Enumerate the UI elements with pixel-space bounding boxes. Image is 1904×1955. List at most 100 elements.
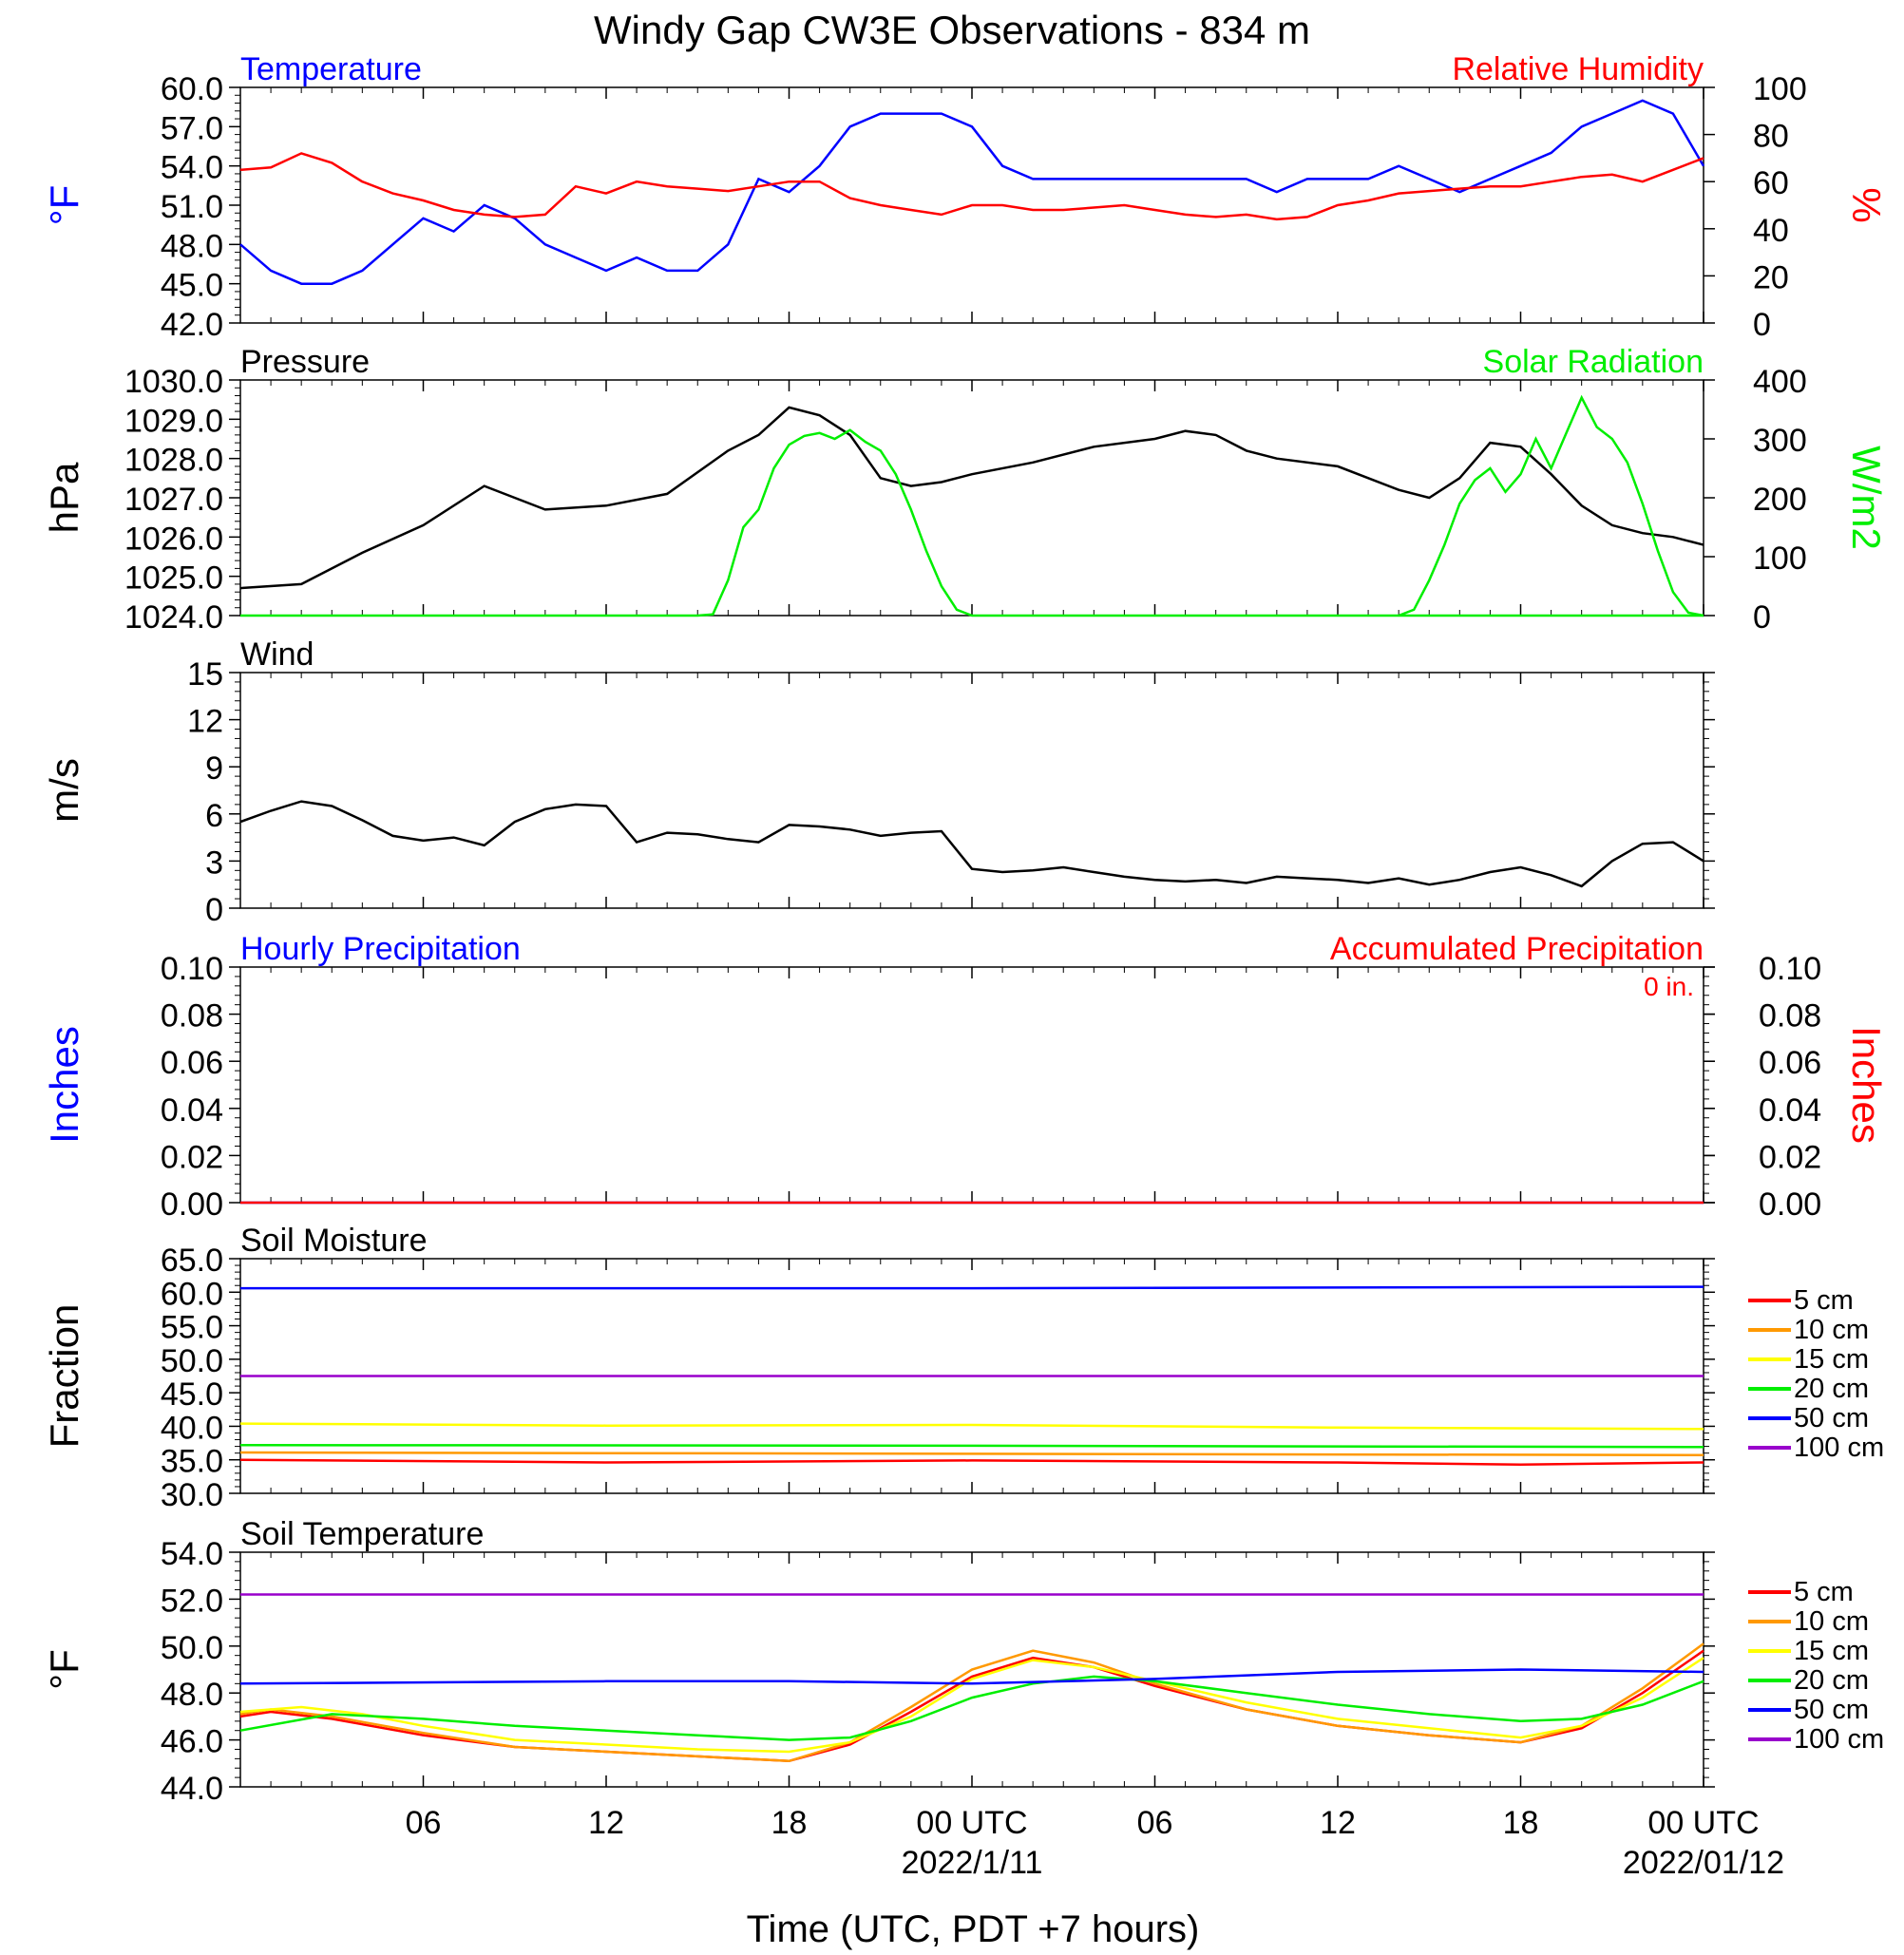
y-right-tick-label: 20 xyxy=(1753,259,1789,295)
y-tick-label: 60.0 xyxy=(161,71,223,107)
y-right-tick-label: 0.00 xyxy=(1759,1186,1821,1223)
y-tick-label: 35.0 xyxy=(161,1444,223,1480)
y-tick-label: 15 xyxy=(187,656,223,693)
wind-ylabel: m/s xyxy=(42,758,86,823)
temperature-title-left: Temperature xyxy=(240,51,422,87)
soil_moisture-series-0 xyxy=(239,1458,1704,1466)
precipitation-title-right: Accumulated Precipitation xyxy=(1330,931,1704,967)
y-right-tick-label: 80 xyxy=(1753,119,1789,155)
y-right-tick-label: 0.04 xyxy=(1759,1092,1821,1129)
soil_temperature-ylabel: °F xyxy=(42,1649,86,1689)
soil_temperature-series-1 xyxy=(239,1642,1704,1763)
temperature-ylabel-right: % xyxy=(1844,187,1889,222)
legend-label: 20 cm xyxy=(1794,1665,1869,1696)
legend-label: 20 cm xyxy=(1794,1374,1869,1404)
panels: 42.045.048.051.054.057.060.0020406080100… xyxy=(42,51,1889,1881)
y-tick-label: 0.06 xyxy=(161,1045,223,1081)
y-tick-label: 60.0 xyxy=(161,1276,223,1312)
temperature-panel: 42.045.0 48.051.054.0 57.060.0 0 20 40 60 80 100… xyxy=(42,51,1889,343)
precipitation-title-left: Hourly Precipitation xyxy=(240,931,521,967)
temperature-series-1 xyxy=(239,152,1704,221)
x-tick-date-label: 2022/1/11 xyxy=(902,1845,1043,1881)
y-tick-label: 42.0 xyxy=(161,307,223,343)
pressure-series-0 xyxy=(239,406,1704,590)
y-right-tick-label: 0.08 xyxy=(1759,998,1821,1034)
x-axis-label: Time (UTC, PDT +7 hours) xyxy=(747,1908,1200,1950)
temperature-title-right: Relative Humidity xyxy=(1452,51,1704,87)
x-tick-label: 00 UTC xyxy=(1647,1805,1759,1841)
y-tick-label: 1028.0 xyxy=(124,443,223,479)
y-tick-label: 50.0 xyxy=(161,1343,223,1379)
legend-label: 15 cm xyxy=(1794,1636,1869,1666)
wind-panel: 0 3 6 9 12 15 Wind m/s xyxy=(42,636,1715,928)
y-tick-label: 54.0 xyxy=(161,150,223,186)
legend-label: 10 cm xyxy=(1794,1315,1869,1345)
y-right-tick-label: 0.10 xyxy=(1759,951,1821,987)
soil_temperature-panel: 44.0 46.0 48.0 50.0 52.0 54.0 Soil Temperature… xyxy=(42,1516,1884,1881)
y-tick-label: 3 xyxy=(205,845,223,881)
y-right-tick-label: 0.06 xyxy=(1759,1045,1821,1081)
soil_moisture-panel: 30.035.040.045.050.055.060.065.0 Soil Moi… xyxy=(42,1223,1884,1513)
pressure-ylabel-right: W/m2 xyxy=(1844,446,1889,550)
soil_moisture-series-1 xyxy=(239,1451,1704,1457)
precipitation-panel: 0.00 0.02 0.04 0.06 0.08 0.10 0.00 0.02 0.04 0.06… xyxy=(42,931,1889,1223)
legend-label: 100 cm xyxy=(1794,1433,1884,1463)
pressure-series-2 xyxy=(1398,394,1704,617)
pressure-title-left: Pressure xyxy=(240,344,370,380)
wind-series-0 xyxy=(239,800,1704,888)
legend-label: 15 cm xyxy=(1794,1344,1869,1375)
y-tick-label: 44.0 xyxy=(161,1771,223,1807)
precipitation-frame xyxy=(239,966,1704,1204)
y-tick-label: 50.0 xyxy=(161,1630,223,1666)
y-tick-label: 46.0 xyxy=(161,1724,223,1760)
legend-label: 100 cm xyxy=(1794,1724,1884,1755)
precipitation-ylabel-right: Inches xyxy=(1844,1026,1889,1144)
y-tick-label: 52.0 xyxy=(161,1583,223,1619)
legend-label: 50 cm xyxy=(1794,1695,1869,1725)
soil_moisture-series-4 xyxy=(240,1285,1704,1290)
y-tick-label: 30.0 xyxy=(161,1477,223,1513)
y-tick-label: 48.0 xyxy=(161,228,223,264)
x-tick-label: 12 xyxy=(588,1805,624,1841)
soil_moisture-title-left: Soil Moisture xyxy=(240,1223,428,1259)
soil_moisture-ylabel: Fraction xyxy=(42,1304,86,1449)
x-tick-label: 12 xyxy=(1320,1805,1356,1841)
pressure-frame xyxy=(239,379,1704,617)
soil_temperature-series-4 xyxy=(239,1668,1704,1685)
y-tick-label: 0.10 xyxy=(161,951,223,987)
temperature-series-0 xyxy=(239,99,1705,285)
legend-label: 50 cm xyxy=(1794,1403,1869,1433)
x-tick-label: 06 xyxy=(1137,1805,1173,1841)
y-tick-label: 1030.0 xyxy=(124,364,223,400)
y-tick-label: 1027.0 xyxy=(124,482,223,518)
y-tick-label: 45.0 xyxy=(161,268,223,304)
x-tick-label: 00 UTC xyxy=(916,1805,1027,1841)
y-tick-label: 1024.0 xyxy=(124,599,223,636)
y-tick-label: 48.0 xyxy=(161,1677,223,1713)
y-tick-label: 0.00 xyxy=(161,1186,223,1223)
x-tick-date-label: 2022/01/12 xyxy=(1623,1845,1784,1881)
pressure-ylabel: hPa xyxy=(42,462,86,533)
wind-title-left: Wind xyxy=(240,636,314,673)
y-tick-label: 57.0 xyxy=(161,110,223,146)
y-tick-label: 54.0 xyxy=(161,1536,223,1572)
y-right-tick-label: 200 xyxy=(1753,482,1807,518)
accumulated-total-label: 0 in. xyxy=(1644,972,1694,1001)
y-tick-label: 51.0 xyxy=(161,189,223,225)
y-right-tick-label: 0 xyxy=(1753,599,1771,636)
y-right-tick-label: 300 xyxy=(1753,423,1807,459)
legend-label: 5 cm xyxy=(1794,1577,1854,1607)
y-tick-label: 55.0 xyxy=(161,1310,223,1346)
y-tick-label: 1026.0 xyxy=(124,521,223,557)
y-right-tick-label: 0 xyxy=(1753,307,1771,343)
y-right-tick-label: 100 xyxy=(1753,71,1807,107)
y-tick-label: 0.02 xyxy=(161,1139,223,1175)
y-tick-label: 45.0 xyxy=(161,1376,223,1413)
soil_temperature-series-3 xyxy=(239,1675,1704,1741)
y-tick-label: 12 xyxy=(187,704,223,740)
legend-label: 10 cm xyxy=(1794,1606,1869,1637)
x-tick-label: 18 xyxy=(771,1805,808,1841)
y-right-tick-label: 400 xyxy=(1753,364,1807,400)
soil_moisture-series-3 xyxy=(239,1443,1704,1449)
